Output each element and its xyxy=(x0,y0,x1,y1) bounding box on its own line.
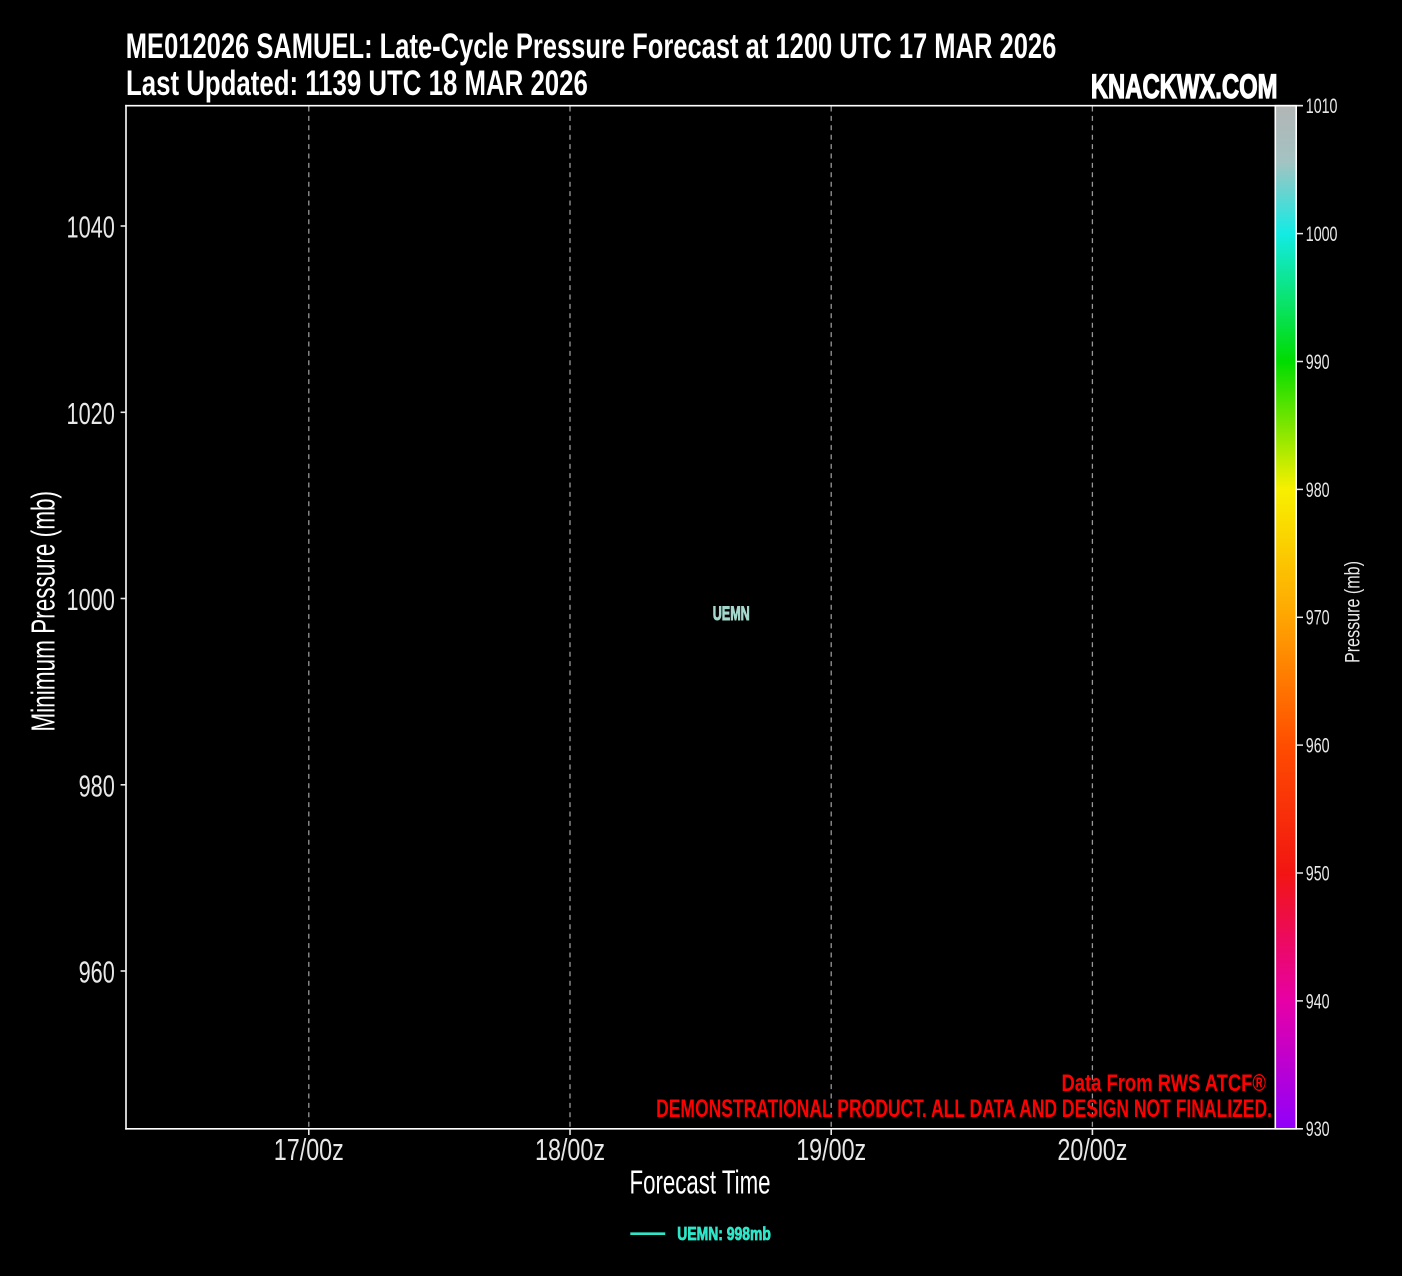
svg-text:970: 970 xyxy=(1306,606,1330,629)
svg-text:960: 960 xyxy=(1306,734,1330,757)
svg-text:Minimum Pressure (mb): Minimum Pressure (mb) xyxy=(25,491,63,732)
svg-text:19/00z: 19/00z xyxy=(796,1132,866,1167)
svg-text:UEMN: 998mb: UEMN: 998mb xyxy=(677,1224,771,1244)
svg-text:930: 930 xyxy=(1306,1117,1330,1140)
svg-text:1000: 1000 xyxy=(67,582,115,617)
svg-text:Last Updated: 1139 UTC 18 MAR: Last Updated: 1139 UTC 18 MAR 2026 xyxy=(126,63,588,103)
svg-text:980: 980 xyxy=(1306,478,1330,501)
svg-text:Data From RWS ATCF®: Data From RWS ATCF® xyxy=(1061,1070,1266,1097)
svg-text:1010: 1010 xyxy=(1306,94,1338,117)
svg-text:Forecast Time: Forecast Time xyxy=(629,1164,770,1202)
svg-text:950: 950 xyxy=(1306,862,1330,885)
svg-text:1020: 1020 xyxy=(67,396,115,431)
svg-text:17/00z: 17/00z xyxy=(274,1132,344,1167)
svg-text:ME012026 SAMUEL: Late-Cycle Pr: ME012026 SAMUEL: Late-Cycle Pressure For… xyxy=(126,27,1056,66)
svg-text:960: 960 xyxy=(79,955,115,990)
svg-text:DEMONSTRATIONAL PRODUCT. ALL D: DEMONSTRATIONAL PRODUCT. ALL DATA AND DE… xyxy=(656,1094,1272,1123)
svg-text:1040: 1040 xyxy=(67,210,115,245)
svg-text:20/00z: 20/00z xyxy=(1057,1132,1127,1167)
svg-text:18/00z: 18/00z xyxy=(535,1132,605,1167)
svg-text:KNACKWX.COM: KNACKWX.COM xyxy=(1091,68,1278,106)
svg-text:Pressure (mb): Pressure (mb) xyxy=(1341,561,1365,663)
svg-text:980: 980 xyxy=(79,769,115,804)
svg-text:990: 990 xyxy=(1306,350,1330,373)
svg-text:UEMN: UEMN xyxy=(713,603,750,624)
svg-text:940: 940 xyxy=(1306,990,1330,1013)
svg-text:1000: 1000 xyxy=(1306,222,1338,245)
